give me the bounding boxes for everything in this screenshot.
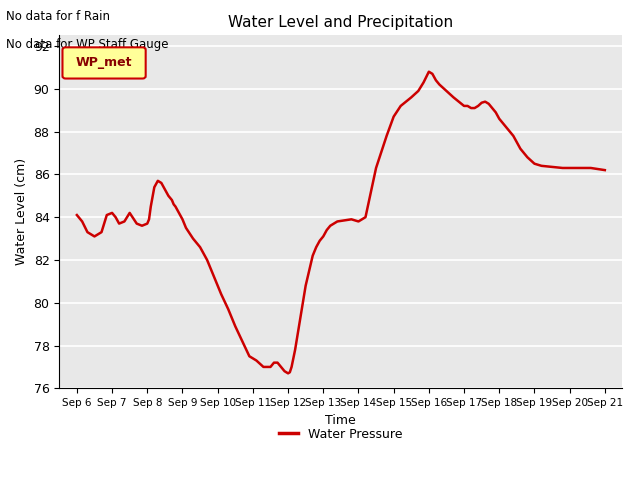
X-axis label: Time: Time — [326, 414, 356, 427]
Text: No data for f Rain: No data for f Rain — [6, 10, 111, 23]
Legend: Water Pressure: Water Pressure — [274, 422, 408, 445]
Y-axis label: Water Level (cm): Water Level (cm) — [15, 158, 28, 265]
Title: Water Level and Precipitation: Water Level and Precipitation — [228, 15, 453, 30]
Text: WP_met: WP_met — [76, 57, 132, 70]
Text: No data for WP Staff Gauge: No data for WP Staff Gauge — [6, 38, 169, 51]
